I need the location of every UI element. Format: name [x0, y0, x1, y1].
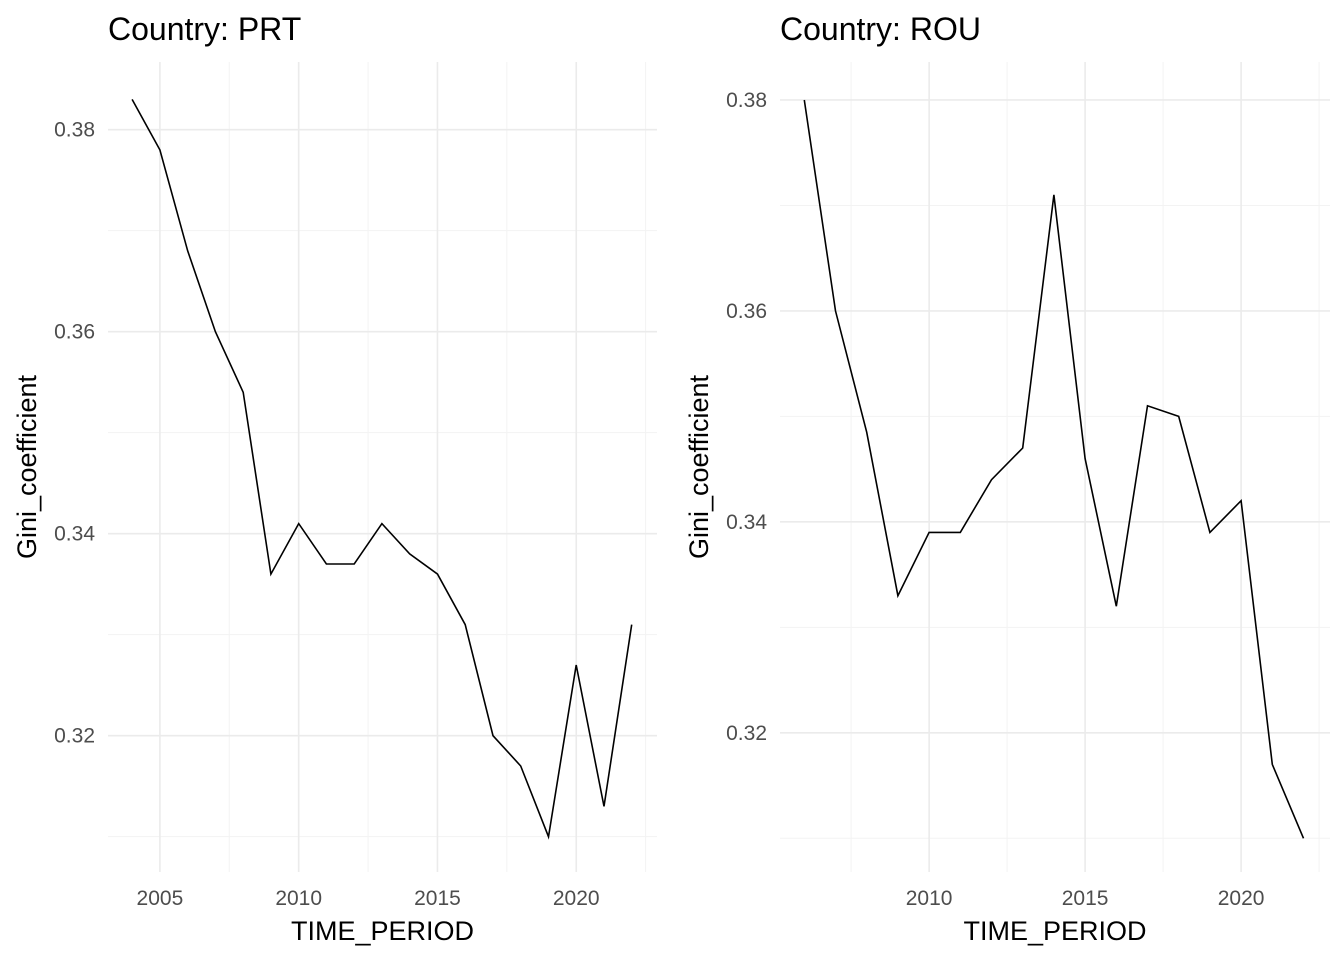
x-axis-label: TIME_PERIOD — [291, 916, 474, 946]
x-tick-label: 2015 — [414, 887, 461, 910]
y-tick-label: 0.38 — [726, 89, 767, 112]
x-tick-label: 2010 — [275, 887, 322, 910]
y-tick-label: 0.34 — [54, 523, 95, 546]
x-tick-label: 2015 — [1062, 887, 1109, 910]
y-axis-label: Gini_coefficient — [684, 374, 714, 559]
chart-title: Country: ROU — [780, 11, 981, 47]
x-tick-label: 2010 — [906, 887, 953, 910]
panel-rou: 0.32 0.34 0.36 0.38 2010 2015 2020 Country: ROU… — [684, 11, 1330, 946]
series-line — [803, 99, 1305, 839]
x-tick-label: 2020 — [553, 887, 600, 910]
x-tick-label: 2020 — [1218, 887, 1265, 910]
y-tick-label: 0.32 — [726, 722, 767, 745]
panel-prt: 0.32 0.34 0.36 0.38 2005 2010 2015 2020 Country:… — [12, 11, 657, 946]
y-tick-label: 0.34 — [726, 511, 767, 534]
series-line — [131, 99, 633, 840]
y-tick-label: 0.36 — [54, 321, 95, 344]
y-tick-label: 0.36 — [726, 300, 767, 323]
y-tick-label: 0.38 — [54, 119, 95, 142]
chart-title: Country: PRT — [108, 11, 301, 47]
x-axis-label: TIME_PERIOD — [963, 916, 1146, 946]
y-axis-label: Gini_coefficient — [12, 374, 42, 559]
y-tick-label: 0.32 — [54, 725, 95, 748]
x-tick-label: 2005 — [137, 887, 184, 910]
